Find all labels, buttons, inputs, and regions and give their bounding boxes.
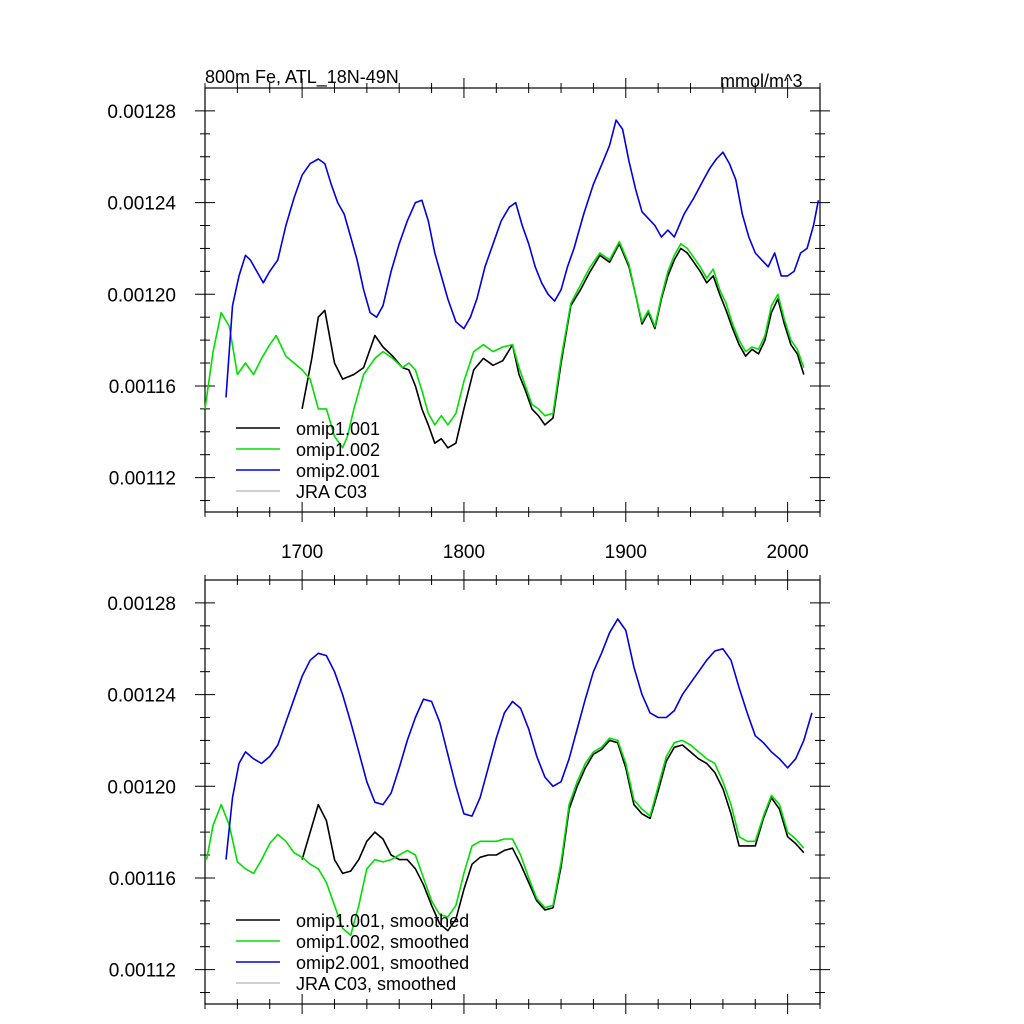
series-line [301, 243, 805, 449]
series-line [205, 737, 805, 937]
y-tick-label: 0.00120 [107, 777, 176, 798]
legend-label: omip1.001 [296, 419, 380, 439]
series-line [225, 618, 813, 860]
y-tick-label: 0.00128 [107, 102, 176, 123]
x-tick-label: 1800 [443, 542, 485, 563]
x-tick-label: 1700 [281, 542, 323, 563]
units-label: mmol/m^3 [720, 71, 803, 91]
y-tick-label: 0.00116 [109, 869, 176, 890]
x-tick-label: 1900 [605, 542, 647, 563]
chart-title: 800m Fe, ATL_18N-49N [205, 67, 399, 87]
y-tick-label: 0.00120 [107, 285, 176, 306]
x-tick-label: 2000 [766, 542, 808, 563]
legend-label: JRA C03 [296, 482, 367, 502]
series-line [225, 119, 820, 398]
y-tick-label: 0.00112 [109, 961, 176, 982]
series-line [204, 240, 805, 449]
legend-label: omip2.001, smoothed [296, 953, 469, 973]
y-tick-label: 0.00124 [107, 194, 176, 215]
legend-label: JRA C03, smoothed [296, 974, 456, 994]
plot-frame [204, 579, 821, 1005]
legend-label: omip1.002, smoothed [296, 932, 469, 952]
y-tick-label: 0.00116 [109, 377, 176, 398]
y-tick-label: 0.00128 [107, 594, 176, 615]
series-line [301, 739, 805, 932]
legend-label: omip2.001 [296, 461, 380, 481]
legend-label: omip1.002 [296, 440, 380, 460]
legend-label: omip1.001, smoothed [296, 911, 469, 931]
plot-frame [204, 87, 821, 513]
y-tick-label: 0.00112 [109, 469, 176, 490]
y-tick-label: 0.00124 [107, 686, 176, 707]
